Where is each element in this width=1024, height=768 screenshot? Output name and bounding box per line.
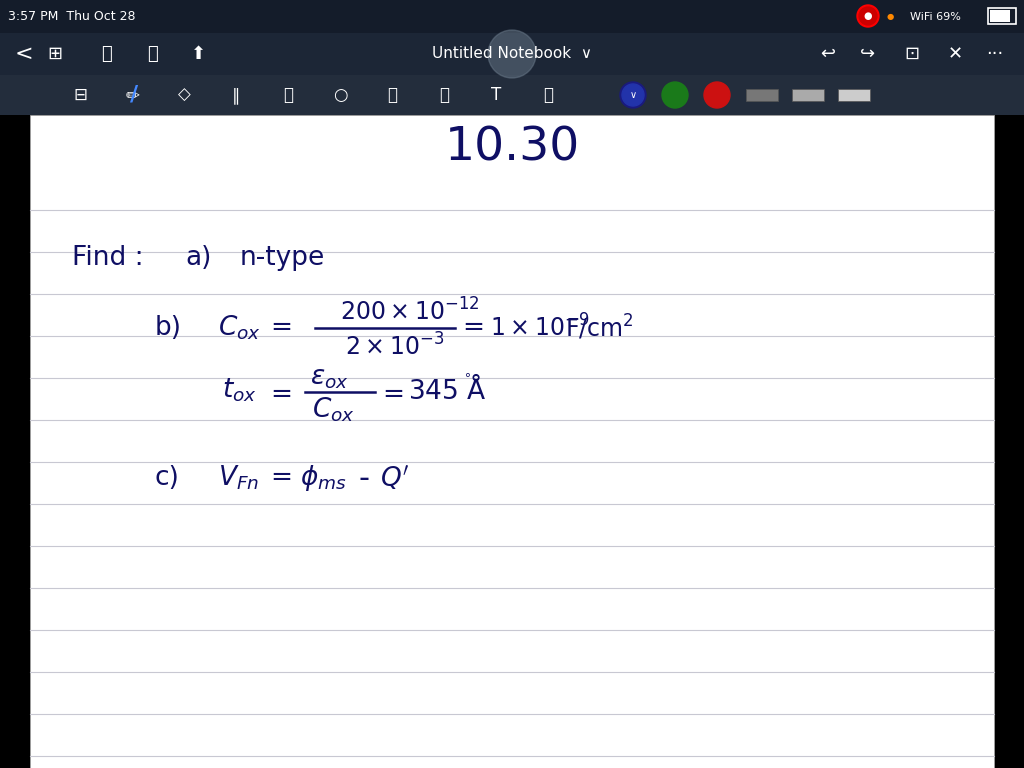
Text: ✏: ✏ (125, 86, 139, 104)
Text: $t_{ox}$: $t_{ox}$ (222, 376, 257, 404)
Bar (30, 115, 994, 768)
Circle shape (488, 30, 536, 78)
Circle shape (857, 5, 879, 27)
Text: Find :: Find : (72, 245, 143, 271)
Text: $200\times10^{-12}$: $200\times10^{-12}$ (340, 299, 479, 326)
Bar (0, 0, 1024, 33)
Text: =: = (270, 315, 292, 341)
Text: $2\times10^{-3}$: $2\times10^{-3}$ (345, 333, 444, 361)
Text: 🔍: 🔍 (101, 45, 113, 63)
Text: <: < (15, 44, 34, 64)
Circle shape (859, 7, 877, 25)
Bar (792, 89, 824, 101)
Text: $\phi_{ms}$: $\phi_{ms}$ (300, 463, 347, 493)
Text: -: - (358, 464, 369, 492)
Text: $Q'$: $Q'$ (380, 464, 410, 492)
Text: =: = (462, 315, 484, 341)
Text: ⬆: ⬆ (190, 45, 206, 63)
Text: =: = (382, 382, 404, 408)
Text: ↪: ↪ (860, 45, 876, 63)
Circle shape (705, 82, 730, 108)
Text: $C_{ox}$: $C_{ox}$ (312, 396, 355, 424)
Text: n-type: n-type (240, 245, 326, 271)
Text: ···: ··· (986, 45, 1004, 63)
Text: ✋: ✋ (283, 86, 293, 104)
Text: ⭐: ⭐ (387, 86, 397, 104)
Text: ○: ○ (333, 86, 347, 104)
Text: ⊡: ⊡ (904, 45, 920, 63)
Text: 10.30: 10.30 (444, 125, 580, 170)
Text: $C_{ox}$: $C_{ox}$ (218, 314, 261, 343)
Bar (746, 89, 778, 101)
Text: ↩: ↩ (820, 45, 836, 63)
Text: =: = (270, 465, 292, 491)
Bar (838, 89, 870, 101)
Text: $\varepsilon_{ox}$: $\varepsilon_{ox}$ (310, 365, 348, 391)
Text: =: = (270, 382, 292, 408)
Bar (0, 75, 1024, 115)
Text: c): c) (155, 465, 180, 491)
Text: $\mathrm{F/cm^2}$: $\mathrm{F/cm^2}$ (565, 313, 634, 343)
Text: 🖼: 🖼 (439, 86, 449, 104)
Bar (0, 33, 1024, 75)
Text: T: T (490, 86, 501, 104)
Text: /: / (130, 85, 138, 105)
Text: ⊞: ⊞ (47, 45, 62, 63)
Circle shape (622, 84, 644, 106)
Circle shape (662, 82, 688, 108)
Text: 🔖: 🔖 (147, 45, 159, 63)
Text: $\circ$: $\circ$ (463, 368, 471, 380)
Text: ◇: ◇ (177, 86, 190, 104)
Text: $345\ \mathrm{\AA}$: $345\ \mathrm{\AA}$ (408, 375, 486, 405)
Text: ●: ● (864, 11, 872, 21)
Text: b): b) (155, 315, 182, 341)
Circle shape (620, 82, 646, 108)
Bar (990, 10, 1010, 22)
Text: WiFi 69%: WiFi 69% (910, 12, 961, 22)
Bar (988, 8, 1016, 24)
Text: ∥: ∥ (231, 86, 241, 104)
Text: ⊟: ⊟ (73, 86, 87, 104)
Text: ●: ● (887, 12, 894, 22)
Text: 🔗: 🔗 (543, 86, 553, 104)
Text: 3:57 PM  Thu Oct 28: 3:57 PM Thu Oct 28 (8, 11, 135, 24)
Text: a): a) (185, 245, 211, 271)
Text: $V_{Fn}$: $V_{Fn}$ (218, 464, 259, 492)
Text: ✕: ✕ (947, 45, 963, 63)
Text: $1\times10^{-9}$: $1\times10^{-9}$ (490, 314, 590, 342)
Text: Untitled Notebook  ∨: Untitled Notebook ∨ (432, 47, 592, 61)
Text: ∨: ∨ (630, 90, 637, 100)
